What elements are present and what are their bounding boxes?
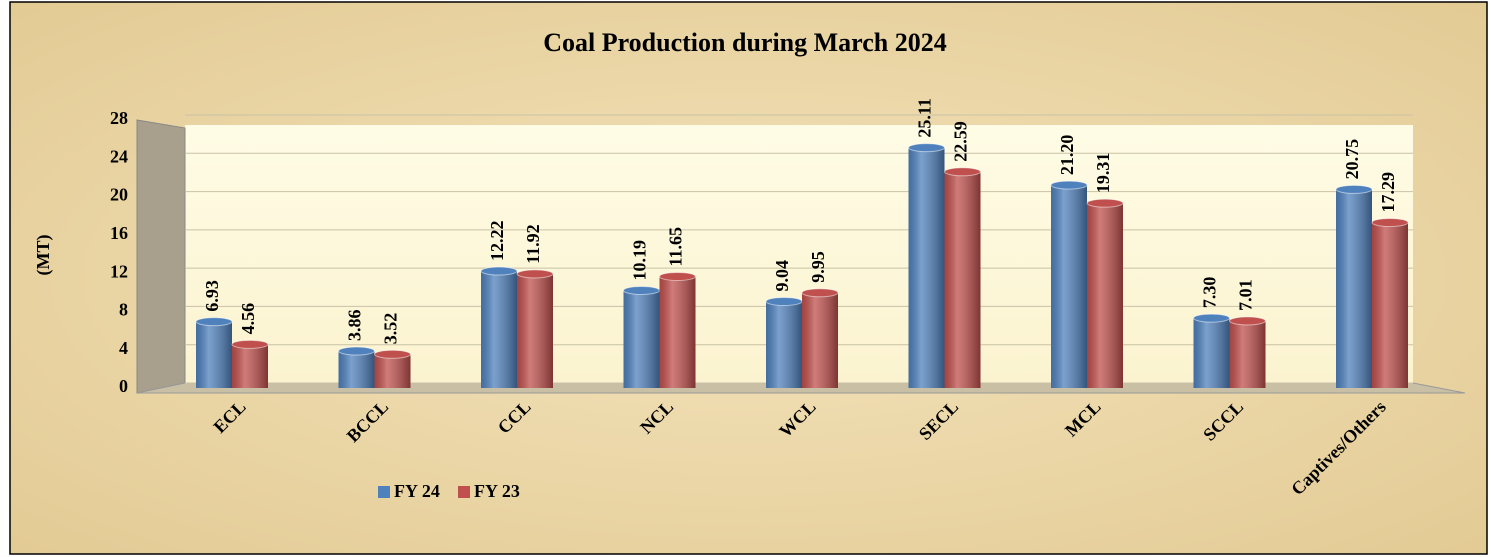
bar-top [338, 346, 375, 356]
data-label: 10.19 [630, 240, 650, 281]
bar-top [801, 288, 839, 298]
bar-shade [908, 147, 945, 388]
data-label: 11.65 [666, 227, 686, 267]
bar-top [659, 271, 696, 281]
data-label: 6.93 [202, 280, 222, 312]
legend-label: FY 23 [474, 481, 520, 501]
bar-shade [374, 354, 411, 388]
bar-shade [1229, 320, 1266, 388]
data-label: 22.59 [951, 121, 971, 162]
bar-shade [517, 273, 553, 388]
bar-top [944, 167, 981, 177]
bar-shade [1336, 189, 1372, 388]
bar-top [231, 339, 269, 349]
y-tick-label: 8 [119, 300, 128, 320]
bar-shade [623, 290, 660, 388]
bar-top [480, 266, 518, 276]
bar-shade [766, 301, 802, 388]
bar-shade [802, 292, 838, 388]
bar-top [1193, 313, 1230, 323]
y-tick-label: 16 [110, 223, 128, 243]
data-label: 3.86 [345, 310, 365, 342]
bar-top [374, 349, 411, 359]
legend-label: FY 24 [394, 481, 440, 501]
bar-shade [338, 351, 375, 388]
data-label: 4.56 [238, 303, 258, 335]
bar-top [1371, 218, 1409, 228]
bar-shade [232, 344, 268, 388]
bar-top [1050, 180, 1088, 190]
y-tick-label: 28 [110, 108, 128, 128]
bar-shade [1051, 185, 1087, 388]
bar-shade [1087, 203, 1123, 388]
bar-top [195, 317, 233, 327]
bar-top [1086, 198, 1124, 208]
bar-shade [481, 271, 517, 388]
bar-top [1229, 316, 1266, 326]
data-label: 19.31 [1093, 153, 1113, 194]
chart-title: Coal Production during March 2024 [543, 28, 947, 57]
legend-swatch [378, 486, 390, 498]
bar-shade [1193, 318, 1230, 388]
bar-top [908, 143, 945, 153]
data-label: 21.20 [1057, 135, 1077, 176]
data-label: 7.01 [1236, 279, 1256, 311]
data-label: 12.22 [487, 221, 507, 262]
data-label: 11.92 [523, 224, 543, 264]
data-label: 9.95 [808, 251, 828, 283]
bar-top [516, 269, 554, 279]
y-tick-label: 20 [110, 185, 128, 205]
data-label: 20.75 [1342, 139, 1362, 180]
y-tick-label: 24 [110, 146, 128, 166]
data-label: 3.52 [381, 313, 401, 345]
y-axis-label: (MT) [33, 235, 54, 276]
y-tick-label: 12 [110, 261, 128, 281]
data-label: 7.30 [1200, 277, 1220, 309]
bar-shade [659, 276, 696, 388]
data-label: 25.11 [915, 98, 935, 138]
bar-shade [1372, 222, 1408, 388]
bar-shade [196, 321, 232, 388]
bar-top [623, 285, 660, 295]
y-tick-label: 0 [119, 376, 128, 396]
data-label: 9.04 [772, 260, 792, 292]
bar-shade [944, 171, 981, 388]
bar-top [765, 296, 803, 306]
bar-top [1335, 184, 1373, 194]
side-wall [136, 119, 186, 394]
data-label: 17.29 [1378, 172, 1398, 213]
y-tick-label: 4 [119, 338, 128, 358]
legend-swatch [458, 486, 470, 498]
